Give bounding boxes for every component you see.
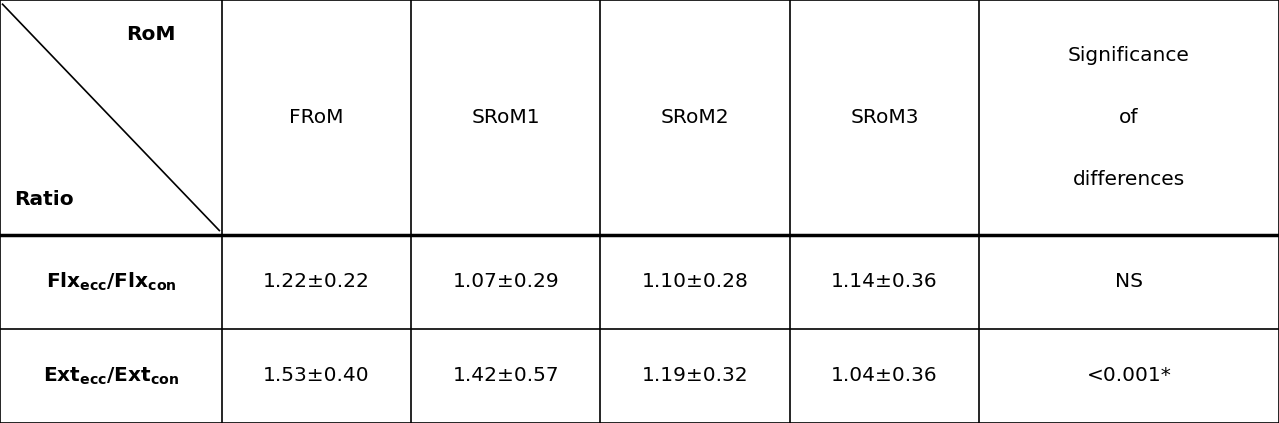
Text: 1.10±0.28: 1.10±0.28 bbox=[642, 272, 748, 291]
Text: 1.14±0.36: 1.14±0.36 bbox=[831, 272, 938, 291]
Text: 1.04±0.36: 1.04±0.36 bbox=[831, 366, 938, 385]
Text: 1.53±0.40: 1.53±0.40 bbox=[263, 366, 370, 385]
Text: RoM: RoM bbox=[127, 25, 175, 44]
Text: SRoM1: SRoM1 bbox=[472, 108, 540, 127]
Text: Ratio: Ratio bbox=[14, 190, 74, 209]
Text: NS: NS bbox=[1115, 272, 1143, 291]
Text: <0.001*: <0.001* bbox=[1087, 366, 1172, 385]
Text: 1.19±0.32: 1.19±0.32 bbox=[642, 366, 748, 385]
Text: 1.22±0.22: 1.22±0.22 bbox=[263, 272, 370, 291]
Text: SRoM2: SRoM2 bbox=[661, 108, 729, 127]
Text: Significance

of

differences: Significance of differences bbox=[1068, 46, 1189, 189]
Text: $\mathbf{Ext_{ecc}/Ext_{con}}$: $\mathbf{Ext_{ecc}/Ext_{con}}$ bbox=[43, 365, 179, 387]
Text: FRoM: FRoM bbox=[289, 108, 344, 127]
Text: $\mathbf{Flx_{ecc}/Flx_{con}}$: $\mathbf{Flx_{ecc}/Flx_{con}}$ bbox=[46, 271, 177, 293]
Text: SRoM3: SRoM3 bbox=[851, 108, 918, 127]
Text: 1.42±0.57: 1.42±0.57 bbox=[453, 366, 559, 385]
Text: 1.07±0.29: 1.07±0.29 bbox=[453, 272, 559, 291]
